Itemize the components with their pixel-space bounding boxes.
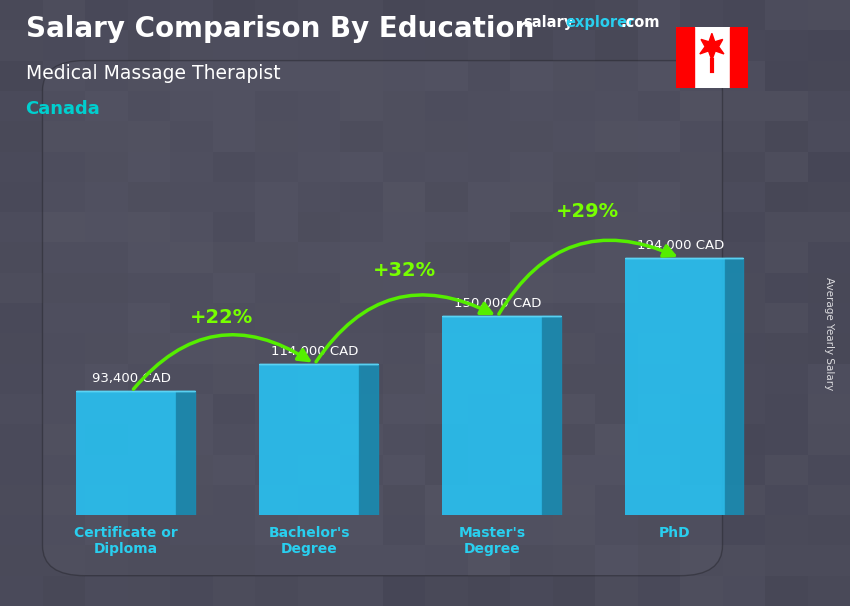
Bar: [730, 27, 748, 88]
Text: +29%: +29%: [556, 202, 619, 221]
Text: 194,000 CAD: 194,000 CAD: [637, 239, 724, 251]
Text: Medical Massage Therapist: Medical Massage Therapist: [26, 64, 280, 82]
FancyBboxPatch shape: [76, 391, 177, 515]
Text: Average Yearly Salary: Average Yearly Salary: [824, 277, 834, 390]
Text: explorer: explorer: [565, 15, 635, 30]
Text: .com: .com: [620, 15, 660, 30]
Text: +22%: +22%: [190, 308, 252, 327]
Polygon shape: [700, 33, 724, 60]
FancyBboxPatch shape: [625, 258, 725, 515]
Polygon shape: [177, 391, 195, 515]
Text: 150,000 CAD: 150,000 CAD: [454, 297, 541, 310]
Polygon shape: [542, 316, 560, 515]
FancyBboxPatch shape: [442, 316, 542, 515]
Polygon shape: [360, 364, 377, 515]
Bar: [676, 27, 694, 88]
Text: 93,400 CAD: 93,400 CAD: [92, 372, 171, 385]
Polygon shape: [725, 258, 744, 515]
FancyBboxPatch shape: [258, 364, 360, 515]
Text: Salary Comparison By Education: Salary Comparison By Education: [26, 15, 534, 43]
Text: 114,000 CAD: 114,000 CAD: [271, 345, 358, 358]
Text: salary: salary: [523, 15, 573, 30]
Text: Canada: Canada: [26, 100, 100, 118]
Text: +32%: +32%: [372, 261, 436, 279]
